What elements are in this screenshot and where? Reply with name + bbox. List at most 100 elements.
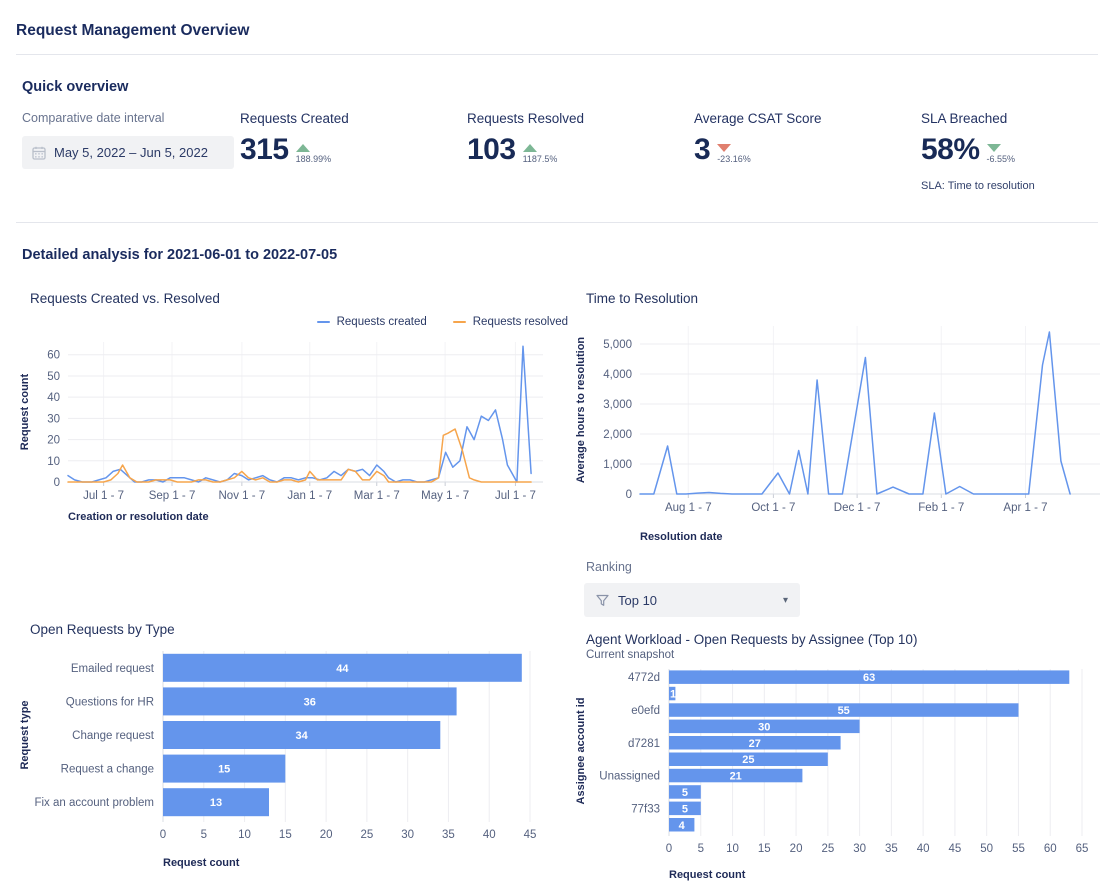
comparative-date-interval: Comparative date interval May 5, 2022 – … <box>22 111 240 192</box>
legend-item-requests-resolved[interactable]: Requests resolved <box>452 316 568 328</box>
svg-text:45: 45 <box>949 843 962 855</box>
svg-text:Mar 1 - 7: Mar 1 - 7 <box>354 490 400 502</box>
sla-caption: SLA: Time to resolution <box>921 180 1035 192</box>
svg-text:Dec 1 - 7: Dec 1 - 7 <box>834 502 881 514</box>
svg-text:4,000: 4,000 <box>603 369 632 381</box>
ranking-select[interactable]: Top 10 ▾ <box>584 583 800 617</box>
svg-text:10: 10 <box>726 843 739 855</box>
open-requests-by-type-block: Open Requests by Type 0 5 10 15 20 25 30 35 40 45… <box>16 622 572 871</box>
chevron-down-icon: ▾ <box>782 594 788 606</box>
svg-text:Assignee account id: Assignee account id <box>575 698 587 805</box>
kpi-delta: 1187.5% <box>522 154 558 164</box>
time-to-resolution-chart: Aug 1 - 7 Oct 1 - 7 Dec 1 - 7 Feb 1 - 7 Apr … <box>572 312 1114 546</box>
kpi-sla-breached: SLA Breached 58% -6.55% SLA: Time to res… <box>921 111 1098 192</box>
kpi-value: 58% <box>921 133 980 166</box>
svg-text:Change request: Change request <box>72 730 155 742</box>
svg-text:65: 65 <box>1076 843 1089 855</box>
svg-text:63: 63 <box>863 672 875 684</box>
svg-text:Jan 1 - 7: Jan 1 - 7 <box>287 490 332 502</box>
svg-text:5,000: 5,000 <box>603 339 632 351</box>
filter-icon <box>596 594 609 607</box>
svg-text:Request type: Request type <box>19 700 31 769</box>
svg-text:40: 40 <box>47 392 60 404</box>
svg-text:77f33: 77f33 <box>631 803 660 815</box>
svg-text:Questions for HR: Questions for HR <box>66 696 154 708</box>
svg-text:50: 50 <box>47 371 60 383</box>
ranking-control: Ranking Top 10 ▾ <box>572 560 1114 617</box>
svg-text:10: 10 <box>238 829 251 841</box>
svg-text:1,000: 1,000 <box>603 459 632 471</box>
svg-text:4: 4 <box>679 820 686 832</box>
svg-text:5: 5 <box>201 829 207 841</box>
legend-item-requests-created[interactable]: Requests created <box>316 316 427 328</box>
svg-text:Oct 1 - 7: Oct 1 - 7 <box>751 502 795 514</box>
svg-text:5: 5 <box>682 803 688 815</box>
svg-text:3,000: 3,000 <box>603 399 632 411</box>
interval-label: Comparative date interval <box>22 111 165 125</box>
svg-text:30: 30 <box>853 843 866 855</box>
svg-text:Creation or resolution date: Creation or resolution date <box>68 511 209 523</box>
requests-created-vs-resolved-chart: Jul 1 - 7 Sep 1 - 7 Nov 1 - 7 Jan 1 - 7 Mar … <box>16 330 572 526</box>
kpi-delta: -6.55% <box>986 154 1016 164</box>
svg-text:27: 27 <box>749 738 761 750</box>
svg-text:Sep 1 - 7: Sep 1 - 7 <box>149 490 196 502</box>
chart-title: Time to Resolution <box>586 291 699 306</box>
svg-text:4772d: 4772d <box>628 672 660 684</box>
svg-text:Unassigned: Unassigned <box>599 771 660 783</box>
svg-text:Fix an account problem: Fix an account problem <box>34 797 154 809</box>
svg-text:10: 10 <box>47 456 60 468</box>
svg-text:Jul 1 - 7: Jul 1 - 7 <box>495 490 536 502</box>
divider <box>16 222 1098 223</box>
detailed-analysis-section: Detailed analysis for 2021-06-01 to 2022… <box>0 247 1114 263</box>
trend-down-icon <box>717 144 732 152</box>
date-range-picker[interactable]: May 5, 2022 – Jun 5, 2022 <box>22 136 234 169</box>
svg-text:15: 15 <box>218 764 230 776</box>
svg-text:Request count: Request count <box>19 373 31 450</box>
calendar-icon <box>32 146 46 160</box>
trend-down-icon <box>986 144 1001 152</box>
kpi-average-csat: Average CSAT Score 3 -23.16% <box>694 111 822 166</box>
svg-text:Emailed request: Emailed request <box>71 663 155 675</box>
svg-text:Resolution date: Resolution date <box>640 531 723 543</box>
svg-text:25: 25 <box>742 754 754 766</box>
chart-title: Requests Created vs. Resolved <box>30 291 220 306</box>
quick-overview-heading: Quick overview <box>22 79 129 95</box>
created-vs-resolved-block: Requests Created vs. Resolved Requests c… <box>16 291 572 526</box>
ranking-label: Ranking <box>586 560 632 574</box>
svg-text:13: 13 <box>210 797 222 809</box>
kpi-requests-created: Requests Created 315 188.99% <box>240 111 349 166</box>
trend-up-icon <box>522 144 537 152</box>
svg-text:44: 44 <box>336 663 349 675</box>
kpi-value: 3 <box>694 133 711 166</box>
svg-text:5: 5 <box>698 843 704 855</box>
svg-text:55: 55 <box>1012 843 1025 855</box>
kpi-row: Comparative date interval May 5, 2022 – … <box>22 111 1098 192</box>
svg-text:May 1 - 7: May 1 - 7 <box>421 490 469 502</box>
detailed-analysis-heading: Detailed analysis for 2021-06-01 to 2022… <box>22 247 338 263</box>
svg-text:d7281: d7281 <box>628 738 660 750</box>
trend-indicator: 188.99% <box>295 144 332 164</box>
chart-subtitle: Current snapshot <box>586 649 675 661</box>
svg-text:25: 25 <box>821 843 834 855</box>
kpi-requests-resolved: Requests Resolved 103 1187.5% <box>467 111 585 166</box>
svg-text:Request count: Request count <box>669 869 746 881</box>
svg-text:30: 30 <box>47 413 60 425</box>
trend-indicator: -23.16% <box>717 144 751 164</box>
svg-text:5: 5 <box>682 787 688 799</box>
svg-text:Average hours to resolution: Average hours to resolution <box>575 337 587 484</box>
svg-text:1: 1 <box>670 689 676 701</box>
kpi-delta: 188.99% <box>295 154 332 164</box>
chart-title: Open Requests by Type <box>30 622 175 637</box>
kpi-delta: -23.16% <box>717 154 751 164</box>
svg-text:35: 35 <box>885 843 898 855</box>
svg-text:Request a change: Request a change <box>61 764 154 776</box>
svg-text:e0efd: e0efd <box>631 705 660 717</box>
svg-text:60: 60 <box>47 350 60 362</box>
svg-text:Jul 1 - 7: Jul 1 - 7 <box>83 490 124 502</box>
svg-text:20: 20 <box>47 435 60 447</box>
svg-text:36: 36 <box>304 696 316 708</box>
svg-text:20: 20 <box>790 843 803 855</box>
chart-legend: Requests created Requests resolved <box>16 316 568 328</box>
kpi-value: 315 <box>240 133 289 166</box>
svg-text:30: 30 <box>401 829 414 841</box>
